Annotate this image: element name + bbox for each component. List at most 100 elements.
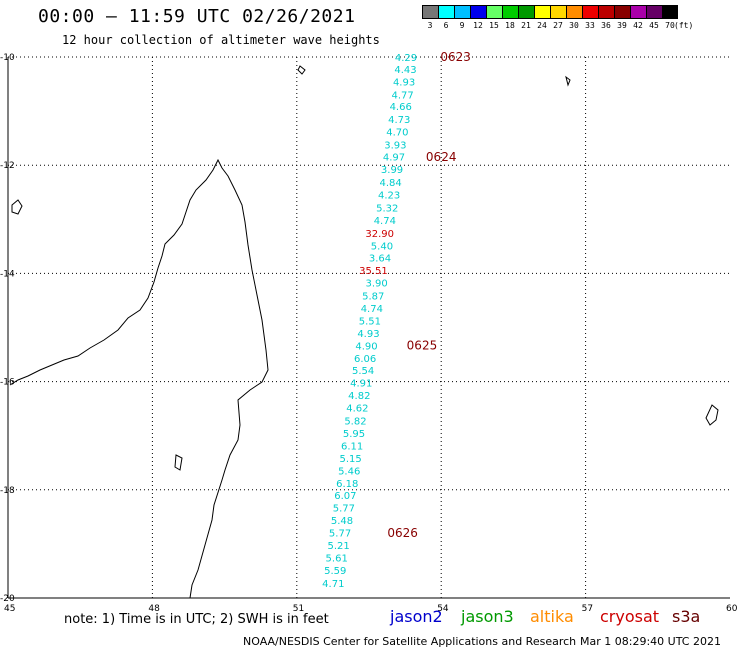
legend-swatch: [454, 5, 470, 19]
wave-height-value: 5.77: [329, 529, 351, 540]
map-subtitle: 12 hour collection of altimeter wave hei…: [62, 33, 380, 47]
wave-height-value: 3.90: [366, 279, 388, 290]
wave-height-value: 5.77: [333, 504, 355, 515]
legend-tick-label: 18: [505, 21, 515, 30]
wave-height-value: 3.99: [381, 165, 403, 176]
latitude-label: -16: [0, 378, 15, 388]
graticule: [8, 56, 730, 598]
wave-height-value: 4.90: [355, 341, 377, 352]
wave-height-value: 35.51: [359, 266, 388, 277]
satellite-name: jason2: [390, 607, 443, 626]
legend-swatch: [598, 5, 614, 19]
longitude-label: 57: [582, 604, 593, 614]
wave-height-value: 4.77: [391, 90, 413, 101]
legend-swatch: [614, 5, 630, 19]
legend-swatch: [646, 5, 662, 19]
legend-swatch: [550, 5, 566, 19]
legend-unit: (ft): [674, 21, 694, 30]
legend-swatch: [486, 5, 502, 19]
island-east: [705, 404, 719, 426]
legend-tick-label: 36: [601, 21, 611, 30]
legend-tick-label: 24: [537, 21, 547, 30]
time-label: 0626: [387, 526, 418, 540]
legend-swatch: [422, 5, 438, 19]
latitude-label: -20: [0, 594, 15, 604]
wave-height-value: 4.74: [374, 216, 396, 227]
legend-tick-label: 45: [649, 21, 659, 30]
credit-timestamp: Mar 1 08:29:40 UTC 2021: [580, 635, 721, 648]
wave-height-value: 6.06: [354, 354, 376, 365]
wave-height-value: 4.23: [378, 190, 400, 201]
legend-swatch: [582, 5, 598, 19]
latitude-label: -10: [0, 53, 15, 63]
wave-height-value: 4.29: [395, 53, 417, 64]
legend-swatch: [662, 5, 678, 19]
legend-tick-label: 42: [633, 21, 643, 30]
legend-tick-label: 33: [585, 21, 595, 30]
legend-tick-label: 39: [617, 21, 627, 30]
legend-swatch: [470, 5, 486, 19]
satellite-name: jason3: [461, 607, 514, 626]
legend-ticks: 3 6 9 12 15 18 21 24 27 30 33 36 39 42 45 70 (ft): [422, 21, 694, 30]
wave-height-value: 32.90: [365, 229, 394, 240]
satellite-name: altika: [530, 607, 574, 626]
island-ne: [565, 75, 571, 87]
legend-tick-label: 30: [569, 21, 579, 30]
longitude-label: 48: [148, 604, 160, 614]
latitude-label: -18: [0, 486, 15, 496]
wave-height-value: 5.48: [331, 516, 353, 527]
time-label: 0623: [440, 50, 471, 64]
island-mauritius-like: [297, 65, 306, 75]
wave-height-value: 4.62: [346, 404, 368, 415]
legend-tick-label: 12: [473, 21, 483, 30]
legend-swatch: [630, 5, 646, 19]
longitude-label: 51: [293, 604, 304, 614]
wave-height-value: 4.82: [348, 391, 370, 402]
wave-height-value: 5.15: [340, 454, 362, 465]
longitude-label: 54: [437, 604, 449, 614]
legend-swatch: [502, 5, 518, 19]
time-label: 0624: [426, 150, 457, 164]
legend-tick-label: 6: [443, 21, 449, 30]
wave-height-value: 4.93: [393, 77, 415, 88]
wave-height-value: 5.21: [327, 541, 349, 552]
wave-height-value: 4.66: [390, 102, 412, 113]
wave-height-value: 3.93: [384, 141, 406, 152]
wave-height-value: 5.61: [326, 553, 348, 564]
map-frame: [7, 57, 730, 599]
legend-swatch: [566, 5, 582, 19]
map-title: 00:00 – 11:59 UTC 02/26/2021: [38, 6, 356, 27]
legend-tick-label: 27: [553, 21, 563, 30]
legend-tick-label: 21: [521, 21, 531, 30]
madagascar-coastline: [9, 158, 269, 599]
legend-swatch: [518, 5, 534, 19]
legend-tick-label: 9: [459, 21, 465, 30]
wave-height-value: 5.82: [344, 417, 366, 428]
wave-height-value: 4.71: [322, 579, 344, 590]
wave-height-value: 6.18: [336, 479, 358, 490]
wave-height-value: 4.97: [383, 153, 405, 164]
wave-height-value: 4.73: [388, 115, 410, 126]
wave-height-value: 5.46: [338, 466, 360, 477]
footer-note: note: 1) Time is in UTC; 2) SWH is in fe…: [64, 612, 329, 627]
wave-height-value: 6.07: [334, 491, 356, 502]
wave-height-value: 4.93: [357, 329, 379, 340]
wave-height-value: 5.59: [324, 566, 346, 577]
wave-height-value: 5.54: [352, 366, 374, 377]
longitude-label: 45: [4, 604, 15, 614]
color-legend: 3 6 9 12 15 18 21 24 27 30 33 36 39 42 45 70 (ft): [422, 5, 694, 30]
latitude-label: -14: [0, 269, 15, 279]
satellite-name: s3a: [672, 607, 701, 626]
wave-height-value: 5.40: [371, 241, 393, 252]
longitude-label: 60: [726, 604, 738, 614]
wave-height-value: 4.91: [350, 379, 372, 390]
wave-height-value: 4.43: [394, 65, 416, 76]
wave-height-value: 6.11: [341, 441, 363, 452]
island-west-small: [174, 454, 183, 471]
wave-height-value: 5.32: [376, 203, 398, 214]
legend-tick-label: 3: [427, 21, 433, 30]
legend-tick-label: 15: [489, 21, 499, 30]
coastline: [9, 65, 719, 599]
